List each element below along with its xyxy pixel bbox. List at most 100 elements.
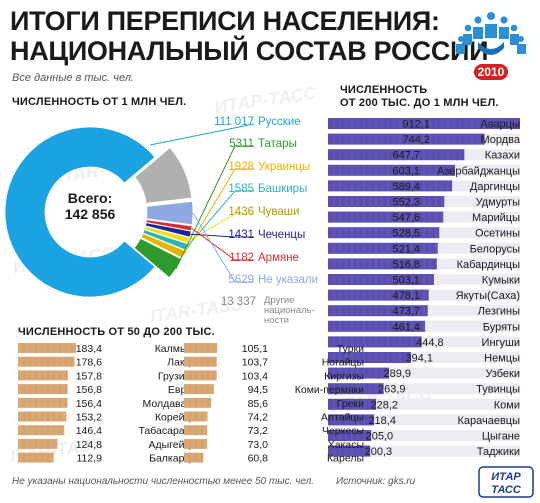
bar-category: Черкесы <box>322 425 364 437</box>
pie-category: Татары <box>258 138 297 150</box>
right-title-line-2: ОТ 200 ТЫС. ДО 1 МЛН ЧЕЛ. <box>340 97 499 109</box>
pie-leader-5 <box>190 233 254 238</box>
bar <box>328 445 371 457</box>
pie-value: 5629 <box>228 274 254 286</box>
logo-line-2: ТАСС <box>491 484 522 496</box>
title-line-1: ИТОГИ ПЕРЕПИСИ НАСЕЛЕНИЯ: <box>10 6 440 36</box>
pie-label-1: 5311 Татары <box>198 138 297 150</box>
bar-category: Якуты(Саха) <box>456 290 520 302</box>
bar <box>328 352 411 363</box>
bar <box>18 370 68 381</box>
bar-value: 394,1 <box>405 353 433 365</box>
bar-category: Осетины <box>475 228 520 240</box>
pie-total: Всего: 142 856 <box>54 190 126 222</box>
bar <box>184 425 208 436</box>
bar-category: Удмурты <box>476 197 521 209</box>
bar-value: 473,7 <box>392 306 420 318</box>
pie-leader-3 <box>186 190 254 248</box>
bar-value: 200,3 <box>365 446 393 458</box>
bar-category: Кабардинцы <box>457 259 520 271</box>
bar <box>328 289 429 301</box>
pie-value: 1431 <box>228 229 254 241</box>
pie-slice-0 <box>4 126 156 298</box>
logo-year: 2010 <box>478 65 505 79</box>
bar-track <box>328 398 520 410</box>
bar-value: 263,9 <box>378 384 406 396</box>
bar <box>328 149 465 161</box>
census-logo: 2010 <box>456 12 526 80</box>
bar-value: 153,2 <box>76 412 102 424</box>
bar-value: 478,1 <box>392 290 420 302</box>
pie-category: Чеченцы <box>258 229 306 241</box>
bar-value: 105,1 <box>242 343 268 355</box>
pie-value: 1182 <box>229 252 254 264</box>
pie-label-0: 111 017 Русские <box>198 116 301 128</box>
bar <box>328 258 437 270</box>
bar <box>328 196 445 207</box>
bar <box>328 242 438 254</box>
pie-leader-6 <box>191 228 254 261</box>
bar-value: 178,6 <box>76 357 102 369</box>
bar-value: 912,1 <box>402 119 430 131</box>
bar-value: 461,4 <box>392 321 420 333</box>
pie-slice-6 <box>145 219 193 232</box>
bar <box>328 320 426 332</box>
bar-category: Хакасы <box>328 439 364 451</box>
bar-category: Марийцы <box>472 212 520 224</box>
bar-category: Белорусы <box>470 243 521 255</box>
bar-value: 103,4 <box>242 370 268 382</box>
right-title-line-1: ЧИСЛЕННОСТЬ <box>340 84 428 96</box>
itar-tass-logo: ИТАР ТАСС <box>478 466 534 498</box>
bar <box>184 384 214 395</box>
pie-leader-0 <box>149 123 255 146</box>
pie-slice-3 <box>142 229 189 251</box>
bar <box>328 305 428 317</box>
bar-value: 85,6 <box>248 398 269 410</box>
bar-value: 547,6 <box>392 212 420 224</box>
bar-track <box>328 336 520 348</box>
bar <box>18 397 68 408</box>
bar-value: 157,8 <box>76 370 102 382</box>
pie-label-5: 1431 Чеченцы <box>198 229 305 241</box>
bar-category: Таджики <box>477 446 520 458</box>
pie-slice-8 <box>134 147 193 204</box>
bar-track <box>328 430 520 441</box>
title-line-2: НАЦИОНАЛЬНЫЙ СОСТАВ РОССИИ <box>10 36 489 66</box>
pie-value: 111 017 <box>214 116 254 128</box>
footer-note: Не указаны национальности численностью м… <box>12 476 315 487</box>
bar-value: 603,1 <box>392 165 420 177</box>
bar-value: 444,8 <box>416 337 444 349</box>
logo-line-1: ИТАР <box>491 471 521 483</box>
bar <box>328 164 455 176</box>
footer-source: Источник: gks.ru <box>336 476 416 487</box>
bar-category: Греки <box>337 398 364 410</box>
total-value: 142 856 <box>64 206 116 222</box>
bar-value: 73,0 <box>248 439 269 451</box>
pie-value: 1928 <box>228 161 254 173</box>
bar <box>328 367 390 379</box>
bar-value: 744,2 <box>402 134 430 146</box>
total-label: Всего: <box>67 190 113 206</box>
mid-title: ЧИСЛЕННОСТЬ ОТ 50 ДО 200 ТЫС. <box>18 326 215 338</box>
pie-slice-7 <box>146 200 194 226</box>
pie-chart <box>4 123 255 298</box>
bar-category: Коми-пермяки <box>295 384 364 396</box>
subtitle: Все данные в тыс. чел. <box>12 72 134 84</box>
bar <box>328 414 374 426</box>
pie-slice-5 <box>144 222 192 238</box>
bar-value: 183,4 <box>76 343 102 355</box>
pie-label-7: 5629 Не указали <box>198 274 318 286</box>
bar <box>184 370 217 381</box>
bar-track <box>328 352 520 363</box>
pie-label-3: 1585 Башкиры <box>198 183 307 195</box>
bar-value: 146,4 <box>76 425 102 437</box>
bar-category: Турки <box>337 343 364 355</box>
pie-value-other: 13 337 <box>220 296 256 308</box>
pie-category: Русские <box>258 116 301 128</box>
bar-value: 503,1 <box>392 275 420 287</box>
pie-title: ЧИСЛЕННОСТЬ ОТ 1 МЛН ЧЕЛ. <box>12 96 187 108</box>
bar-value: 228,2 <box>371 399 399 411</box>
bar <box>328 227 440 239</box>
logo-year-badge <box>474 64 508 80</box>
